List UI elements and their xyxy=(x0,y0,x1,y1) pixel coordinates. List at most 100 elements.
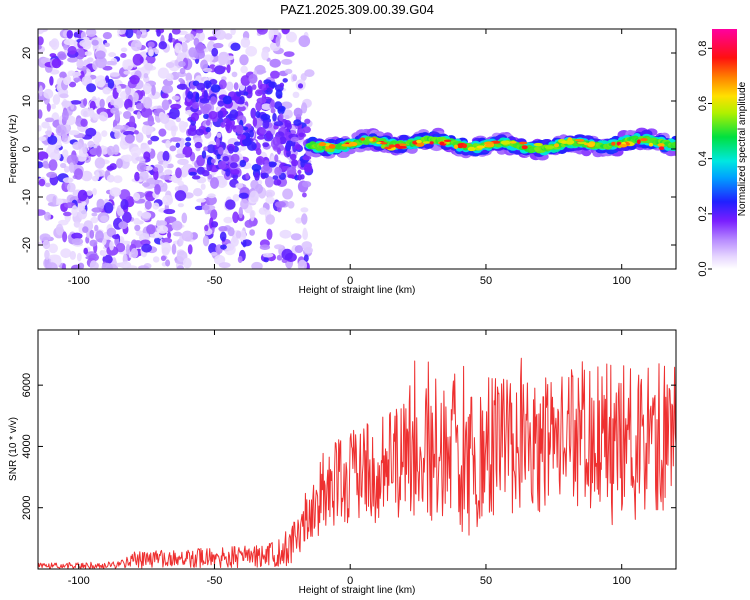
snr-series-line xyxy=(38,357,676,569)
noise-blob xyxy=(69,250,77,260)
transition-blob xyxy=(303,163,313,173)
noise-blob xyxy=(82,226,89,234)
noise-blob xyxy=(70,100,82,105)
transition-blob xyxy=(210,84,221,93)
noise-blob xyxy=(163,208,176,215)
noise-blob xyxy=(96,97,102,109)
noise-blob xyxy=(71,205,78,217)
noise-blob xyxy=(63,38,76,46)
noise-blob xyxy=(76,154,87,162)
transition-blob xyxy=(184,142,192,147)
noise-blob xyxy=(238,206,243,219)
transition-blob xyxy=(251,84,257,90)
noise-blob xyxy=(74,48,86,60)
signal-hotspot xyxy=(384,146,392,150)
transition-blob xyxy=(255,101,262,112)
transition-blob xyxy=(229,162,238,169)
noise-blob xyxy=(207,193,216,199)
noise-blob xyxy=(281,248,293,261)
transition-blob xyxy=(195,92,200,103)
noise-blob xyxy=(261,103,272,110)
noise-blob xyxy=(235,183,244,189)
x-tick-label: 50 xyxy=(480,275,492,287)
noise-blob xyxy=(105,75,110,82)
signal-hotspot xyxy=(500,140,511,145)
noise-blob xyxy=(101,262,113,269)
noise-blob xyxy=(130,248,139,259)
noise-blob xyxy=(174,190,187,202)
noise-blob xyxy=(142,121,155,126)
noise-blob xyxy=(67,45,77,55)
noise-blob xyxy=(79,39,91,48)
noise-blob xyxy=(201,205,210,211)
noise-blob xyxy=(153,169,159,181)
colorbar-axis: 0.0 0.2 0.4 0.6 0.8 xyxy=(697,41,712,277)
noise-blob xyxy=(136,162,147,172)
transition-blob xyxy=(260,172,269,179)
noise-blob xyxy=(242,239,247,248)
noise-blob xyxy=(159,113,170,124)
noise-blob xyxy=(66,154,79,166)
noise-blob xyxy=(298,35,311,48)
transition-blob xyxy=(225,168,231,177)
noise-blob xyxy=(168,32,173,43)
noise-blob xyxy=(218,51,230,63)
transition-blob xyxy=(187,127,197,136)
noise-blob xyxy=(181,230,194,242)
noise-blob xyxy=(127,107,134,112)
noise-blob xyxy=(119,189,131,201)
noise-blob xyxy=(216,176,228,188)
noise-blob xyxy=(160,255,167,262)
spectrogram-y-label: Frequency (Hz) xyxy=(8,115,19,184)
noise-blob xyxy=(48,243,58,254)
noise-blob xyxy=(152,256,160,263)
signal-hotspot xyxy=(341,143,349,147)
noise-blob xyxy=(303,254,309,262)
noise-blob xyxy=(55,223,64,236)
noise-blob xyxy=(145,54,156,64)
noise-blob xyxy=(160,174,172,180)
noise-blob xyxy=(82,143,88,155)
noise-blob xyxy=(284,68,293,75)
noise-blob xyxy=(94,224,99,232)
noise-blob xyxy=(177,158,189,166)
noise-blob xyxy=(120,47,128,53)
noise-blob xyxy=(264,189,276,198)
x-tick-label: -100 xyxy=(68,275,90,287)
noise-blob xyxy=(116,85,122,94)
noise-blob xyxy=(95,230,104,243)
noise-blob xyxy=(113,175,123,184)
noise-blob xyxy=(171,29,181,35)
chart-title: PAZ1.2025.309.00.39.G04 xyxy=(280,2,434,17)
transition-blob xyxy=(293,119,302,126)
noise-blob xyxy=(38,136,47,142)
transition-blob xyxy=(268,162,277,168)
transition-blob xyxy=(272,136,281,147)
noise-blob xyxy=(106,174,115,183)
signal-hotspot xyxy=(565,139,575,145)
transition-blob xyxy=(199,98,210,104)
transition-blob xyxy=(185,137,192,142)
transition-blob xyxy=(233,141,241,146)
noise-blob xyxy=(62,177,74,183)
transition-blob xyxy=(302,126,311,134)
noise-blob xyxy=(38,151,49,161)
noise-blob xyxy=(240,65,248,74)
noise-blob xyxy=(134,171,140,182)
transition-blob xyxy=(203,80,212,89)
signal-hotspot xyxy=(462,143,468,149)
y-tick-label: 0 xyxy=(21,146,33,152)
noise-blob xyxy=(236,105,246,112)
noise-blob xyxy=(182,145,193,158)
noise-blob xyxy=(167,231,172,239)
transition-blob xyxy=(262,119,270,129)
noise-blob xyxy=(51,103,56,110)
noise-blob xyxy=(162,150,170,162)
transition-blob xyxy=(274,101,283,110)
noise-blob xyxy=(108,52,116,58)
noise-blob xyxy=(164,216,177,224)
noise-blob xyxy=(89,229,95,239)
noise-blob xyxy=(80,118,88,128)
noise-blob xyxy=(95,56,107,69)
